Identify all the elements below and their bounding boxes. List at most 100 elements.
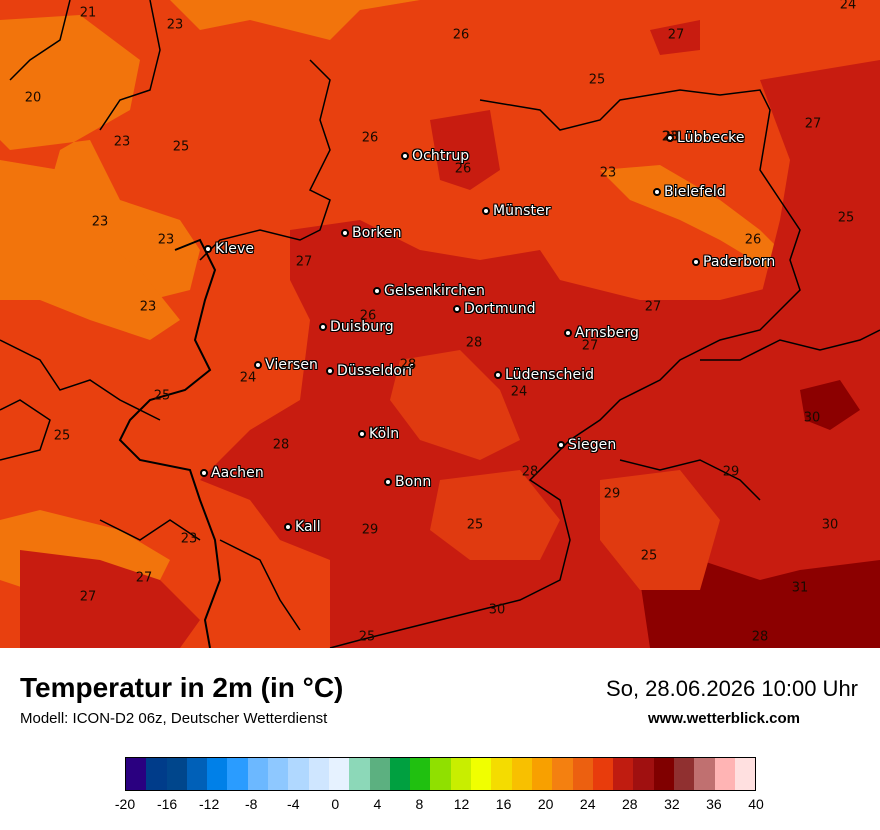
- legend-color-cell: [633, 758, 654, 790]
- border-west-1: [0, 339, 161, 421]
- warm-region-north: [650, 20, 700, 55]
- legend-color-cell: [146, 758, 167, 790]
- city-label: Bielefeld: [664, 184, 726, 200]
- border-east-2: [619, 459, 761, 501]
- legend-color-cell: [369, 758, 390, 790]
- city-marker-kleve[interactable]: Kleve: [204, 241, 254, 257]
- legend-color-cell: [126, 758, 147, 790]
- warm-region-southwest: [20, 550, 200, 648]
- temperature-map[interactable]: Lübbecke Ochtrup Bielefeld Münster Borke…: [0, 0, 880, 648]
- legend-color-cell: [592, 758, 614, 790]
- legend-color-cell: [349, 758, 370, 790]
- temperature-value: 23: [113, 134, 131, 150]
- city-marker-gelsenkirchen[interactable]: Gelsenkirchen: [373, 283, 485, 299]
- border-lines: [0, 0, 880, 648]
- city-dot-icon: [284, 523, 292, 531]
- temperature-value: 25: [172, 139, 190, 155]
- state-border-north: [199, 59, 331, 261]
- temperature-value: 28: [662, 129, 680, 145]
- city-label: Dortmund: [464, 301, 536, 317]
- city-marker-ochtrup[interactable]: Ochtrup: [401, 148, 469, 164]
- legend-color-cell: [572, 758, 593, 790]
- legend-color-cell: [552, 758, 573, 790]
- legend-tick-label: 24: [579, 796, 596, 812]
- city-dot-icon: [482, 207, 490, 215]
- city-dot-icon: [341, 229, 349, 237]
- city-label: Viersen: [265, 357, 319, 373]
- city-label: Münster: [493, 203, 551, 219]
- city-marker-bielefeld[interactable]: Bielefeld: [653, 184, 726, 200]
- temperature-value: 29: [603, 486, 621, 502]
- temperature-value: 27: [667, 27, 685, 43]
- legend-color-cell: [653, 758, 675, 790]
- map-title: Temperatur in 2m (in °C): [20, 672, 344, 703]
- city-dot-icon: [653, 188, 661, 196]
- legend-color-cell: [430, 758, 451, 790]
- city-marker-muenster[interactable]: Münster: [482, 203, 551, 219]
- temperature-value: 24: [239, 370, 257, 386]
- hot-region-east: [800, 380, 860, 430]
- temperature-value: 29: [722, 464, 740, 480]
- city-marker-bonn[interactable]: Bonn: [384, 474, 431, 490]
- legend-tick-label: 32: [664, 796, 680, 812]
- border-nw-2: [99, 0, 161, 131]
- city-label: Köln: [369, 426, 400, 442]
- temperature-value: 26: [454, 161, 472, 177]
- lighter-patch-south: [430, 470, 560, 560]
- cool-region-northwest: [0, 0, 420, 40]
- temperature-value: 26: [361, 130, 379, 146]
- city-marker-dortmund[interactable]: Dortmund: [453, 301, 536, 317]
- city-dot-icon: [204, 245, 212, 253]
- city-marker-koeln[interactable]: Köln: [358, 426, 399, 442]
- legend-color-cell: [389, 758, 411, 790]
- legend-color-cell: [308, 758, 329, 790]
- city-marker-luedenscheid[interactable]: Lüdenscheid: [494, 367, 594, 383]
- city-label: Bonn: [395, 474, 432, 490]
- city-dot-icon: [254, 361, 262, 369]
- city-label: Borken: [352, 225, 402, 241]
- lighter-patch-southeast: [600, 470, 720, 590]
- city-marker-duisburg[interactable]: Duisburg: [319, 319, 394, 335]
- city-marker-borken[interactable]: Borken: [341, 225, 402, 241]
- temperature-value: 26: [359, 308, 377, 324]
- cool-region-west: [0, 15, 200, 300]
- city-marker-duesseldorf[interactable]: Düsseldorf: [326, 363, 413, 379]
- temperature-value: 24: [510, 384, 528, 400]
- city-marker-arnsberg[interactable]: Arnsberg: [564, 325, 639, 341]
- temperature-value: 23: [91, 214, 109, 230]
- warm-region-east: [760, 60, 880, 320]
- legend-color-cell: [491, 758, 512, 790]
- website-link[interactable]: www.wetterblick.com: [648, 710, 800, 727]
- temperature-value: 28: [751, 629, 769, 645]
- city-marker-kall[interactable]: Kall: [284, 519, 321, 535]
- legend-tick-label: -16: [156, 796, 178, 812]
- cool-region-bielefeld: [600, 165, 790, 270]
- border-nw-1: [9, 0, 71, 81]
- city-marker-viersen[interactable]: Viersen: [254, 357, 318, 373]
- city-marker-luebbecke[interactable]: Lübbecke: [666, 130, 745, 146]
- temperature-value: 20: [24, 90, 42, 106]
- legend-color-cell: [613, 758, 634, 790]
- city-dot-icon: [494, 371, 502, 379]
- city-marker-paderborn[interactable]: Paderborn: [692, 254, 775, 270]
- legend-tick-label: 4: [373, 796, 382, 812]
- temperature-value: 23: [599, 165, 617, 181]
- legend-color-cell: [227, 758, 248, 790]
- city-dot-icon: [557, 441, 565, 449]
- legend-tick-label: 36: [706, 796, 722, 812]
- border-east-1: [700, 329, 880, 361]
- temperature-value: 23: [157, 232, 175, 248]
- lighter-patch-central: [390, 350, 520, 460]
- city-dot-icon: [453, 305, 461, 313]
- temperature-value: 24: [839, 0, 857, 13]
- legend-tick-label: -12: [199, 796, 220, 812]
- city-dot-icon: [666, 134, 674, 142]
- city-marker-aachen[interactable]: Aachen: [200, 465, 264, 481]
- temperature-value: 23: [180, 531, 198, 547]
- temperature-value: 27: [581, 338, 599, 354]
- temperature-value: 27: [135, 570, 153, 586]
- city-dot-icon: [401, 152, 409, 160]
- city-marker-siegen[interactable]: Siegen: [557, 437, 616, 453]
- state-border-nrw: [118, 238, 222, 648]
- legend-color-cell: [328, 758, 350, 790]
